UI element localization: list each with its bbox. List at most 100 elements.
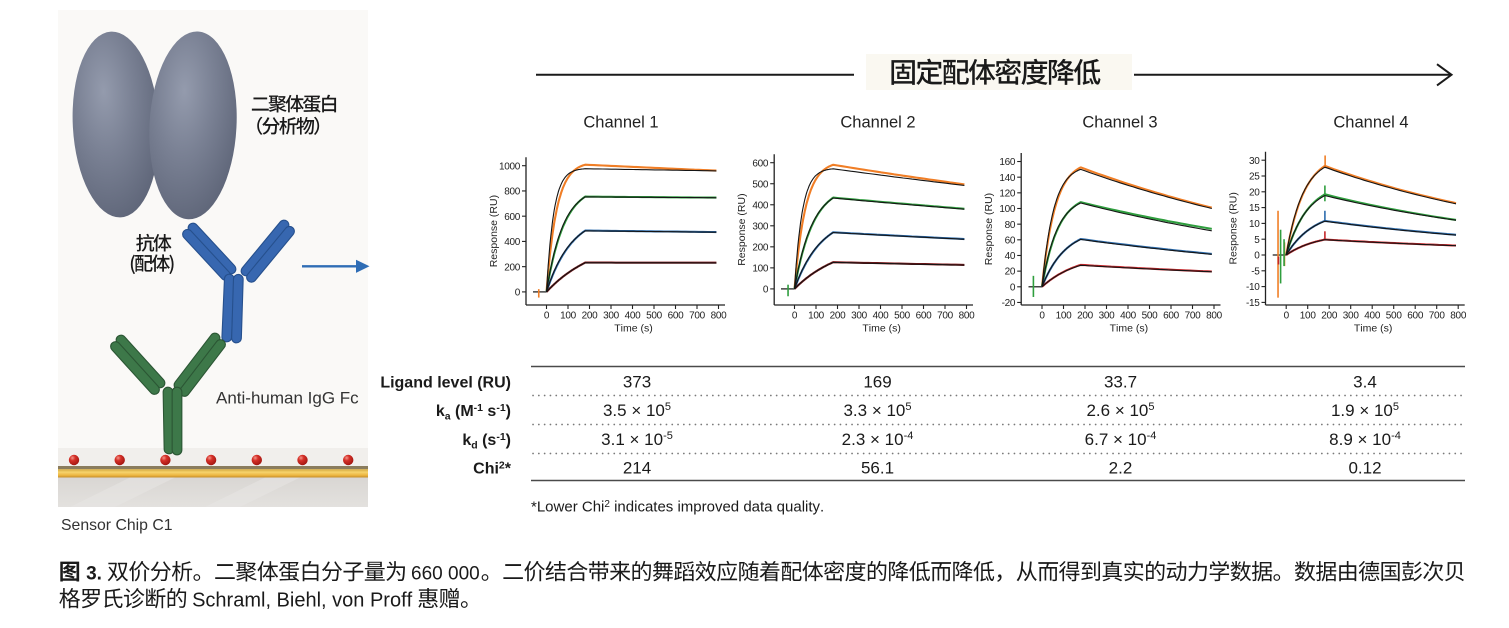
svg-text:(M: (M xyxy=(451,403,474,420)
svg-text:Time (s): Time (s) xyxy=(1110,322,1149,334)
svg-text:Channel 2: Channel 2 xyxy=(840,113,915,131)
svg-text:20: 20 xyxy=(1005,267,1016,278)
svg-text:Channel 4: Channel 4 xyxy=(1333,113,1408,131)
svg-text:2.3 × 10: 2.3 × 10 xyxy=(842,430,904,449)
svg-text:400: 400 xyxy=(1364,310,1381,321)
svg-text:300: 300 xyxy=(1099,310,1116,321)
svg-text:25: 25 xyxy=(1249,172,1260,183)
svg-text:Anti-human IgG Fc: Anti-human IgG Fc xyxy=(216,389,359,408)
svg-text:800: 800 xyxy=(1450,310,1467,321)
svg-text:660 000: 660 000 xyxy=(411,564,480,585)
svg-text:5: 5 xyxy=(1254,235,1260,246)
svg-text:0.12: 0.12 xyxy=(1348,458,1381,477)
svg-text:140: 140 xyxy=(999,173,1016,184)
svg-text:0: 0 xyxy=(763,285,769,296)
svg-text:800: 800 xyxy=(504,187,521,198)
svg-text:600: 600 xyxy=(668,310,685,321)
svg-text:500: 500 xyxy=(1142,310,1159,321)
svg-text:2.2: 2.2 xyxy=(1109,458,1133,477)
svg-text:k: k xyxy=(462,432,471,449)
svg-text:0: 0 xyxy=(792,310,798,321)
svg-text:300: 300 xyxy=(1343,310,1360,321)
svg-text:-4: -4 xyxy=(904,430,914,442)
svg-text:5: 5 xyxy=(1148,401,1154,413)
svg-text:800: 800 xyxy=(711,310,728,321)
svg-text:3.3 × 10: 3.3 × 10 xyxy=(843,401,905,420)
svg-text:200: 200 xyxy=(504,262,521,273)
svg-text:169: 169 xyxy=(863,373,891,392)
svg-text:*: * xyxy=(505,460,512,477)
svg-text:8.9 × 10: 8.9 × 10 xyxy=(1329,430,1391,449)
svg-text:Time (s): Time (s) xyxy=(614,322,653,334)
svg-text:100: 100 xyxy=(999,204,1016,215)
svg-text:120: 120 xyxy=(999,188,1016,199)
svg-text:500: 500 xyxy=(894,310,911,321)
svg-text:400: 400 xyxy=(504,237,521,248)
svg-text:100: 100 xyxy=(1056,310,1073,321)
svg-text:214: 214 xyxy=(623,458,651,477)
svg-text:-4: -4 xyxy=(1391,430,1401,442)
svg-text:2.6 × 10: 2.6 × 10 xyxy=(1086,401,1148,420)
svg-text:-1: -1 xyxy=(496,402,505,414)
svg-text:): ) xyxy=(506,403,511,420)
svg-text:Channel 3: Channel 3 xyxy=(1082,113,1157,131)
svg-text:300: 300 xyxy=(851,310,868,321)
svg-text:Schraml, Biehl, von Proff: Schraml, Biehl, von Proff xyxy=(192,590,413,612)
svg-text:Sensor Chip C1: Sensor Chip C1 xyxy=(61,517,173,534)
svg-text:200: 200 xyxy=(752,242,769,253)
svg-text:a: a xyxy=(445,411,451,423)
svg-text:5: 5 xyxy=(905,401,911,413)
svg-text:100: 100 xyxy=(808,310,825,321)
svg-text:5: 5 xyxy=(665,401,671,413)
svg-text:160: 160 xyxy=(999,157,1016,168)
svg-text:600: 600 xyxy=(1407,310,1424,321)
svg-text:*Lower Chi: *Lower Chi xyxy=(531,499,604,516)
svg-text:-1: -1 xyxy=(474,402,483,414)
svg-text:Response (RU): Response (RU) xyxy=(488,195,500,267)
svg-text:100: 100 xyxy=(560,310,577,321)
svg-text:600: 600 xyxy=(916,310,933,321)
svg-text:100: 100 xyxy=(1300,310,1317,321)
svg-text:700: 700 xyxy=(937,310,954,321)
svg-text:400: 400 xyxy=(752,200,769,211)
svg-text:Response (RU): Response (RU) xyxy=(736,193,748,265)
svg-text:300: 300 xyxy=(603,310,620,321)
svg-text:56.1: 56.1 xyxy=(861,458,894,477)
svg-text:600: 600 xyxy=(1163,310,1180,321)
svg-text:30: 30 xyxy=(1249,156,1260,167)
svg-text:33.7: 33.7 xyxy=(1104,373,1137,392)
svg-text:600: 600 xyxy=(752,158,769,169)
svg-text:60: 60 xyxy=(1005,235,1016,246)
svg-text:-4: -4 xyxy=(1147,430,1157,442)
svg-text:500: 500 xyxy=(1386,310,1403,321)
svg-text:-20: -20 xyxy=(1002,298,1016,309)
svg-text:Channel 1: Channel 1 xyxy=(583,113,658,131)
svg-text:100: 100 xyxy=(752,263,769,274)
svg-text:700: 700 xyxy=(1185,310,1202,321)
svg-text:6.7 × 10: 6.7 × 10 xyxy=(1085,430,1147,449)
svg-text:10: 10 xyxy=(1249,219,1260,230)
svg-text:2: 2 xyxy=(499,459,505,471)
svg-text:2: 2 xyxy=(604,499,610,510)
svg-text:k: k xyxy=(436,403,445,420)
svg-text:373: 373 xyxy=(623,373,651,392)
svg-text:600: 600 xyxy=(504,212,521,223)
svg-text:Ligand level (RU): Ligand level (RU) xyxy=(380,375,511,392)
svg-text:): ) xyxy=(506,432,511,449)
svg-text:indicates improved data qualit: indicates improved data quality. xyxy=(610,499,824,516)
svg-text:3.: 3. xyxy=(86,564,102,585)
svg-text:200: 200 xyxy=(1321,310,1338,321)
svg-text:15: 15 xyxy=(1249,203,1260,214)
svg-text:Response (RU): Response (RU) xyxy=(1228,192,1240,264)
svg-text:800: 800 xyxy=(959,310,976,321)
svg-text:0: 0 xyxy=(1254,251,1260,262)
svg-text:1.9 × 10: 1.9 × 10 xyxy=(1331,401,1393,420)
svg-text:300: 300 xyxy=(752,221,769,232)
svg-text:Time (s): Time (s) xyxy=(1354,322,1393,334)
svg-text:700: 700 xyxy=(1429,310,1446,321)
svg-text:80: 80 xyxy=(1005,220,1016,231)
svg-text:Chi: Chi xyxy=(473,460,499,477)
svg-text:3.5 × 10: 3.5 × 10 xyxy=(603,401,665,420)
svg-text:0: 0 xyxy=(1010,282,1016,293)
svg-text:700: 700 xyxy=(689,310,706,321)
